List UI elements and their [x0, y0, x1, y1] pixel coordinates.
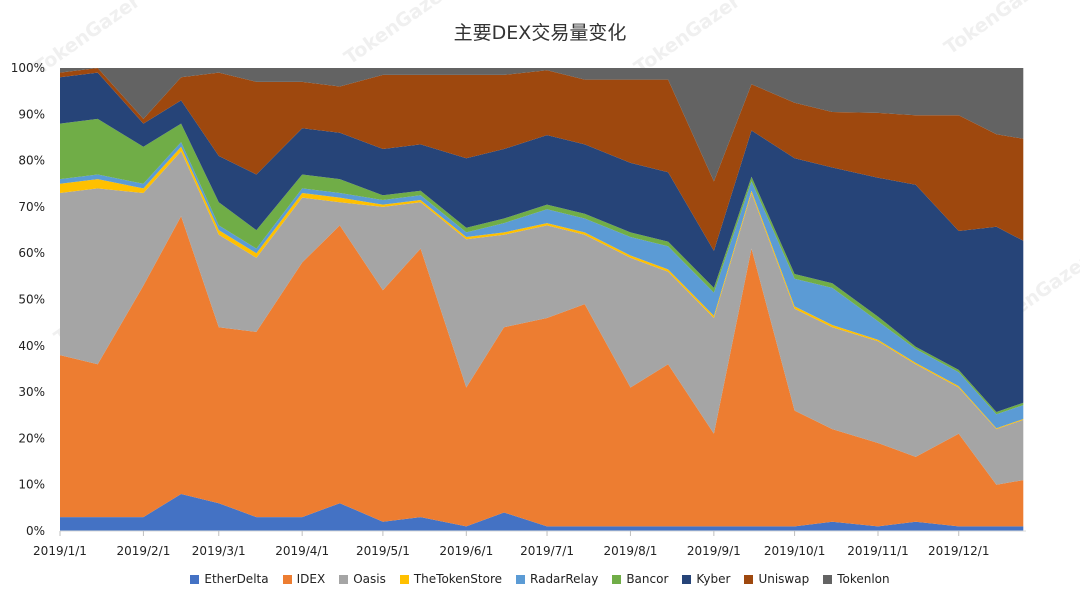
series-area-uniswap — [60, 68, 1024, 251]
legend-swatch — [399, 574, 409, 584]
x-tick-label: 2019/9/1 — [687, 544, 741, 558]
legend-item-oasis: Oasis — [339, 572, 386, 586]
legend-label: Oasis — [353, 572, 386, 586]
x-tick-label: 2019/8/1 — [603, 544, 657, 558]
legend-label: EtherDelta — [204, 572, 269, 586]
y-tick-label: 10% — [18, 478, 45, 492]
legend-item-radarrelay: RadarRelay — [516, 572, 598, 586]
legend-swatch — [823, 574, 833, 584]
x-tick-label: 2019/10/1 — [764, 544, 826, 558]
x-tick-label: 2019/6/1 — [439, 544, 493, 558]
series-area-kyber — [60, 72, 1024, 412]
y-tick-label: 80% — [18, 154, 45, 168]
watermark-text: TokenGazer — [940, 0, 1055, 59]
series-area-tokenlon — [60, 68, 1024, 182]
legend-label: Kyber — [696, 572, 731, 586]
legend-item-etherdelta: EtherDelta — [190, 572, 269, 586]
x-tick-label: 2019/5/1 — [356, 544, 410, 558]
legend-item-bancor: Bancor — [612, 572, 668, 586]
y-tick-label: 50% — [18, 293, 45, 307]
legend-swatch — [282, 574, 292, 584]
series-area-thetokenstore — [60, 146, 1024, 430]
watermark-text: TokenGazer — [340, 0, 455, 69]
y-tick-label: 60% — [18, 246, 45, 260]
y-tick-label: 70% — [18, 200, 45, 214]
area-layer — [60, 68, 1024, 531]
legend-swatch — [190, 574, 200, 584]
watermark-text: TokenGazer — [30, 0, 145, 79]
x-tick-label: 2019/2/1 — [116, 544, 170, 558]
legend-swatch — [682, 574, 692, 584]
legend-label: Uniswap — [758, 572, 810, 586]
series-area-oasis — [60, 151, 1024, 485]
legend-label: IDEX — [296, 572, 326, 586]
legend-swatch — [744, 574, 754, 584]
series-area-bancor — [60, 118, 1024, 415]
chart-title: 主要DEX交易量变化 — [453, 22, 627, 44]
x-tick-label: 2019/12/1 — [928, 544, 990, 558]
x-tick-label: 2019/1/1 — [33, 544, 87, 558]
y-tick-label: 20% — [18, 431, 45, 445]
legend-item-idex: IDEX — [282, 572, 326, 586]
watermark-text: TokenGazer — [630, 0, 745, 79]
legend-swatch — [339, 574, 349, 584]
legend-item-uniswap: Uniswap — [744, 572, 809, 586]
x-tick-label: 2019/3/1 — [192, 544, 246, 558]
axes-layer: 0% 10% 20% 30% 40% 50% 60% 70% 80% 90% 100% 2019/1/… — [11, 61, 1026, 558]
legend-label: TheTokenStore — [413, 572, 503, 586]
legend-swatch — [516, 574, 526, 584]
legend-item-kyber: Kyber — [682, 572, 730, 586]
y-tick-label: 100% — [11, 61, 45, 75]
y-tick-label: 0% — [26, 524, 45, 538]
y-tick-label: 90% — [18, 107, 45, 121]
legend: EtherDelta IDEX Oasis TheTokenStore RadarRel… — [0, 572, 1080, 586]
x-tick-label: 2019/4/1 — [275, 544, 329, 558]
x-tick-label: 2019/11/1 — [847, 544, 909, 558]
legend-label: Tokenlon — [837, 572, 890, 586]
series-area-idex — [60, 216, 1024, 527]
y-tick-label: 40% — [18, 339, 45, 353]
x-tick-label: 2019/7/1 — [520, 544, 574, 558]
legend-item-tokenlon: Tokenlon — [823, 572, 890, 586]
legend-label: RadarRelay — [530, 572, 599, 586]
legend-label: Bancor — [626, 572, 669, 586]
series-area-etherdelta — [60, 494, 1024, 531]
series-area-radarrelay — [60, 142, 1024, 429]
y-tick-label: 30% — [18, 385, 45, 399]
legend-item-thetokenstore: TheTokenStore — [399, 572, 503, 586]
legend-swatch — [612, 574, 622, 584]
